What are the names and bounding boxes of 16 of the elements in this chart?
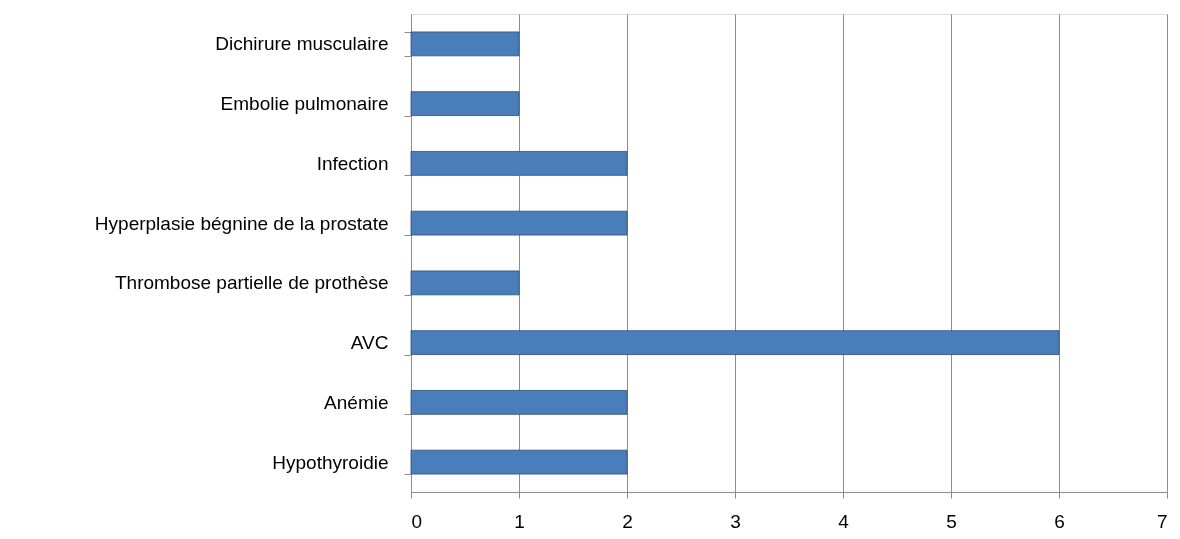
y-tick-label: Anémie bbox=[324, 391, 389, 413]
x-tick-label: 7 bbox=[1156, 510, 1168, 532]
y-tick-label: Infection bbox=[316, 152, 389, 174]
y-tick-label: Thrombose partielle de prothèse bbox=[114, 272, 389, 294]
x-tick-label: 1 bbox=[514, 510, 525, 532]
y-tick-label: Hyperplasie bégnine de la prostate bbox=[94, 212, 389, 234]
x-tick-label: 6 bbox=[1054, 510, 1065, 532]
y-tick-label: AVC bbox=[350, 332, 389, 354]
x-tick-label: 5 bbox=[946, 510, 957, 532]
x-tick-label: 0 bbox=[411, 510, 423, 532]
x-tick-label: 3 bbox=[730, 510, 741, 532]
y-tick-label: Embolie pulmonaire bbox=[220, 93, 389, 115]
y-tick-label: Hypothyroidie bbox=[272, 451, 389, 473]
x-tick-label: 4 bbox=[838, 510, 850, 532]
y-tick-label: Dichirure musculaire bbox=[215, 33, 389, 55]
x-tick-label: 2 bbox=[622, 510, 633, 532]
